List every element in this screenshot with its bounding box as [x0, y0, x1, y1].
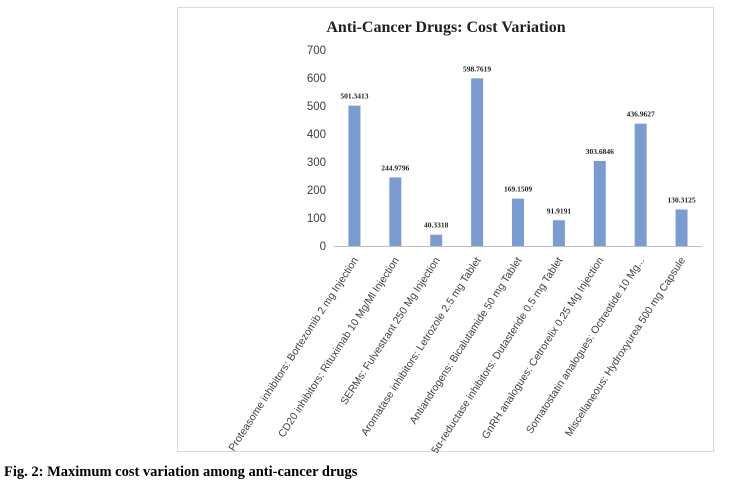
data-label: 303.6846 [586, 147, 614, 156]
data-label: 130.3125 [667, 196, 695, 205]
bars [348, 78, 688, 246]
chart-title: Anti-Cancer Drugs: Cost Variation [326, 19, 565, 36]
y-tick-label: 400 [307, 129, 326, 141]
y-tick-label: 600 [307, 73, 326, 85]
bar [552, 220, 565, 246]
y-tick-label: 500 [307, 101, 326, 113]
data-label: 598.7619 [463, 64, 491, 73]
bar [471, 78, 484, 246]
y-axis-ticks: 0 100 200 300 400 500 600 700 [307, 45, 326, 253]
bar [348, 105, 361, 246]
data-label: 91.9191 [547, 206, 572, 215]
y-tick-label: 0 [320, 241, 326, 253]
bar [634, 123, 647, 246]
y-tick-label: 200 [307, 185, 326, 197]
figure-caption: Fig. 2: Maximum cost variation among ant… [4, 464, 358, 480]
data-label: 40.3318 [424, 221, 449, 230]
y-tick-label: 700 [307, 45, 326, 57]
data-label: 169.1509 [504, 185, 532, 194]
bar-chart: Anti-Cancer Drugs: Cost Variation 0 100 20… [226, 19, 702, 453]
bar [512, 198, 524, 246]
bar [430, 234, 443, 246]
data-label: 501.3413 [340, 92, 368, 101]
data-labels: 501.3413 244.9796 40.3318 598.7619 169.1509 9… [340, 64, 695, 229]
data-label: 436.9627 [627, 110, 655, 119]
chart-area: Anti-Cancer Drugs: Cost Variation 0 100 20… [177, 7, 714, 453]
y-tick-label: 100 [307, 213, 326, 225]
bar [593, 160, 606, 246]
bar [389, 177, 402, 246]
y-tick-label: 300 [307, 157, 326, 169]
data-label: 244.9796 [381, 163, 409, 172]
bar [675, 209, 688, 246]
x-axis-ticks: Proteasome inhibitors: Bortezomib 2 mg I… [226, 255, 688, 453]
